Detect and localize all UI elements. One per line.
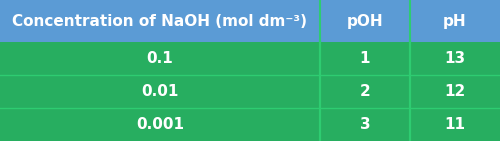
FancyBboxPatch shape bbox=[0, 0, 320, 42]
FancyBboxPatch shape bbox=[410, 0, 500, 42]
Text: 2: 2 bbox=[360, 84, 370, 99]
Text: pH: pH bbox=[443, 14, 467, 29]
Text: Concentration of NaOH (mol dm⁻³): Concentration of NaOH (mol dm⁻³) bbox=[12, 14, 308, 29]
Text: 0.001: 0.001 bbox=[136, 117, 184, 132]
FancyBboxPatch shape bbox=[320, 0, 410, 42]
Text: pOH: pOH bbox=[346, 14, 384, 29]
Text: 1: 1 bbox=[360, 51, 370, 66]
Text: 11: 11 bbox=[444, 117, 466, 132]
Text: 13: 13 bbox=[444, 51, 466, 66]
Text: 3: 3 bbox=[360, 117, 370, 132]
Text: 0.1: 0.1 bbox=[146, 51, 174, 66]
Text: 12: 12 bbox=[444, 84, 466, 99]
Text: 0.01: 0.01 bbox=[142, 84, 178, 99]
